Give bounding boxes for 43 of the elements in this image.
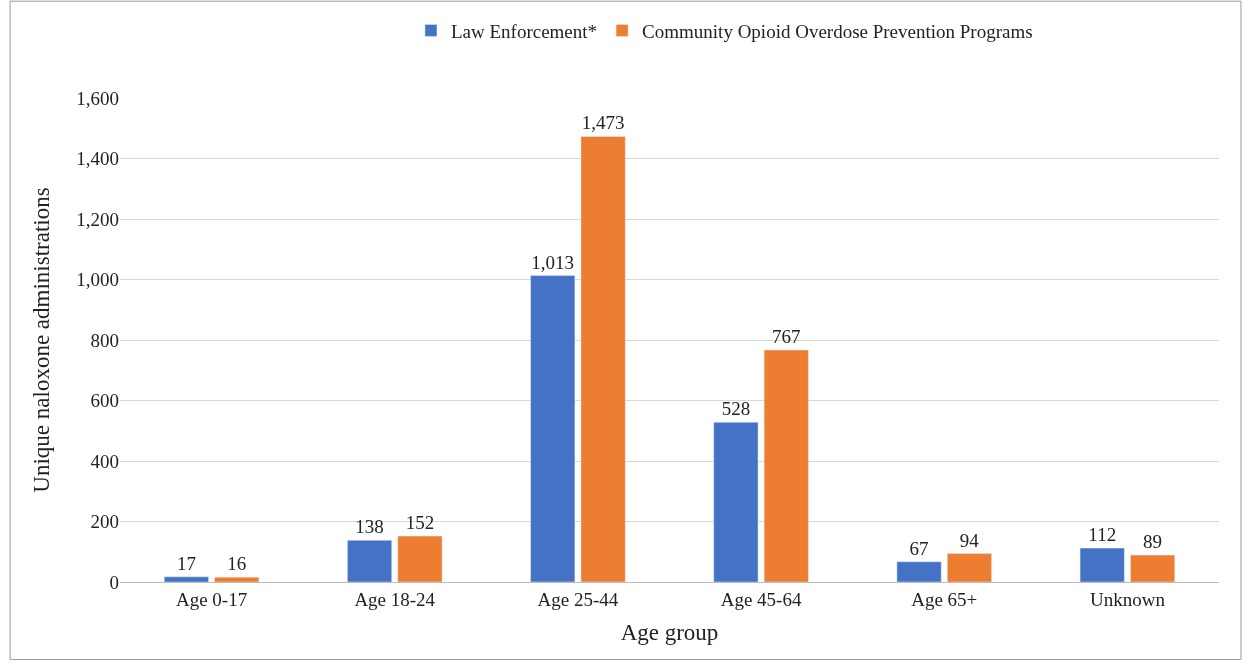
y-tick-label: 1,600 xyxy=(76,87,119,109)
data-label: 89 xyxy=(1143,531,1163,553)
bar xyxy=(1130,554,1176,582)
data-label: 67 xyxy=(909,537,929,559)
bar xyxy=(713,422,759,582)
bar xyxy=(1079,547,1125,582)
data-label: 528 xyxy=(721,398,751,420)
x-tick-label: Age 0-17 xyxy=(175,588,248,610)
y-tick-label: 400 xyxy=(90,450,119,472)
y-tick-label: 800 xyxy=(90,329,119,351)
x-tick-label: Unknown xyxy=(1089,588,1166,610)
x-axis-title: Age group xyxy=(620,620,719,646)
y-tick-label: 200 xyxy=(90,511,119,533)
y-axis-title: Unique naloxone administrations xyxy=(28,187,54,493)
data-label: 1,013 xyxy=(531,251,575,273)
bar xyxy=(896,561,942,582)
y-tick-label: 600 xyxy=(90,390,119,412)
x-tick-label: Age 45-64 xyxy=(720,588,802,610)
bar xyxy=(763,349,809,582)
bar xyxy=(947,553,992,582)
bar xyxy=(214,576,260,582)
x-tick-label: Age 25-44 xyxy=(537,588,619,610)
y-tick-label: 1,200 xyxy=(76,208,119,230)
bar xyxy=(397,535,443,582)
data-label: 767 xyxy=(772,325,801,347)
bar xyxy=(347,540,392,582)
data-label: 17 xyxy=(176,552,196,574)
data-label: 16 xyxy=(227,553,247,575)
data-label: 94 xyxy=(959,529,980,551)
bar xyxy=(580,136,626,582)
y-tick-label: 1,400 xyxy=(76,148,119,170)
legend-label: Community Opioid Overdose Prevention Programs xyxy=(642,20,1033,42)
bar xyxy=(530,275,576,582)
y-tick-label: 0 xyxy=(109,571,119,593)
data-label: 152 xyxy=(405,512,435,534)
data-label: 138 xyxy=(355,516,384,538)
x-tick-label: Age 65+ xyxy=(911,588,978,610)
x-tick-label: Age 18-24 xyxy=(354,588,436,610)
y-tick-label: 1,000 xyxy=(76,269,119,291)
data-label: 1,473 xyxy=(581,112,625,134)
data-label: 112 xyxy=(1088,524,1117,546)
legend-label: Law Enforcement* xyxy=(450,20,598,42)
bar xyxy=(163,576,209,582)
